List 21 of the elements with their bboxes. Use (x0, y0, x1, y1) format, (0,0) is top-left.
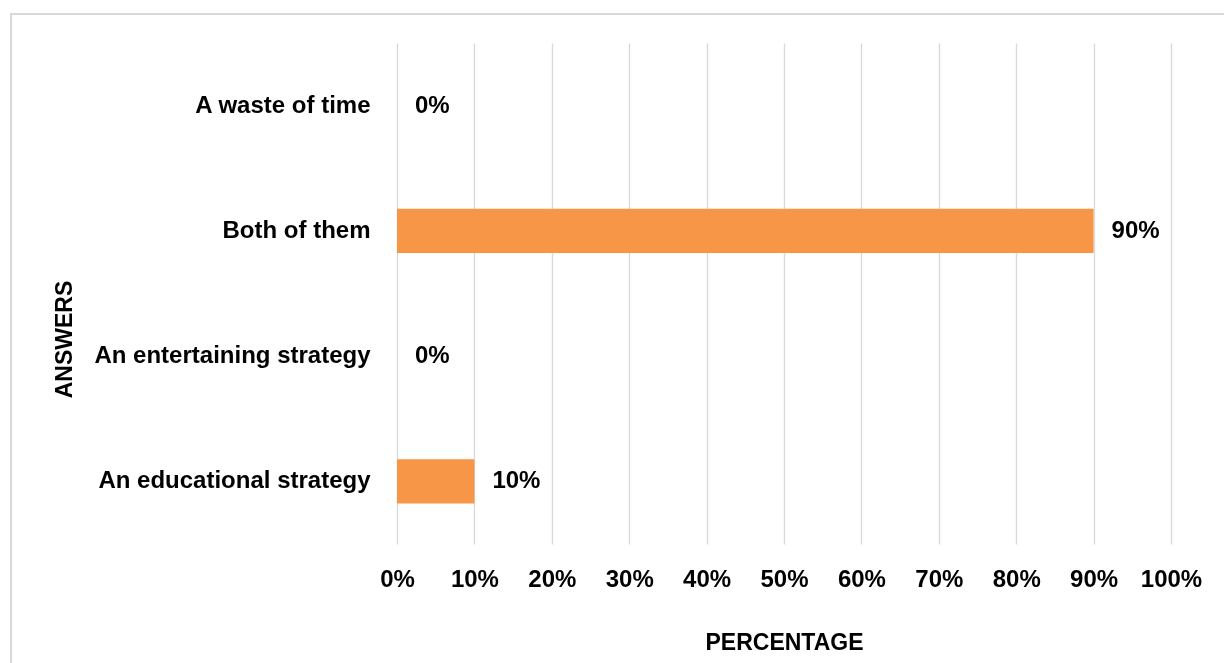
y-tick-label: A waste of time (195, 90, 371, 118)
y-axis-title: ANSWERS (50, 280, 77, 399)
x-tick-label: 20% (528, 564, 577, 592)
x-tick-label: 10% (450, 564, 499, 592)
x-tick-label: 70% (915, 564, 964, 592)
y-tick-label: An entertaining strategy (94, 341, 372, 369)
data-label: 0% (415, 341, 450, 369)
x-tick-label: 60% (837, 564, 886, 592)
data-label: 10% (492, 466, 541, 494)
x-tick-label: 50% (760, 564, 809, 592)
data-label: 0% (415, 90, 450, 118)
y-tick-label: An educational strategy (98, 466, 372, 494)
x-tick-label: 90% (1070, 564, 1119, 592)
y-tick-label: Both of them (222, 215, 371, 243)
x-tick-label: 30% (605, 564, 654, 592)
data-label: 90% (1111, 215, 1160, 243)
x-tick-label: 100% (1140, 564, 1203, 592)
x-axis-title: PERCENTAGE (705, 628, 864, 655)
x-tick-label: 40% (683, 564, 732, 592)
x-tick-label: 0% (380, 564, 415, 592)
x-tick-label: 80% (992, 564, 1041, 592)
